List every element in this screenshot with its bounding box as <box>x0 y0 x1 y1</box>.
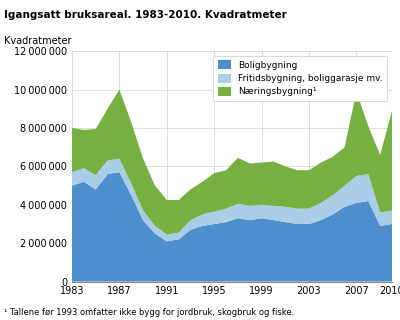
Text: Igangsatt bruksareal. 1983-2010. Kvadratmeter: Igangsatt bruksareal. 1983-2010. Kvadrat… <box>4 10 287 20</box>
Legend: Boligbygning, Fritidsbygning, boliggarasje mv., Næringsbygning¹: Boligbygning, Fritidsbygning, boliggaras… <box>213 56 388 101</box>
Text: ¹ Tallene før 1993 omfatter ikke bygg for jordbruk, skogbruk og fiske.: ¹ Tallene før 1993 omfatter ikke bygg fo… <box>4 308 294 317</box>
Text: Kvadratmeter: Kvadratmeter <box>4 36 72 46</box>
